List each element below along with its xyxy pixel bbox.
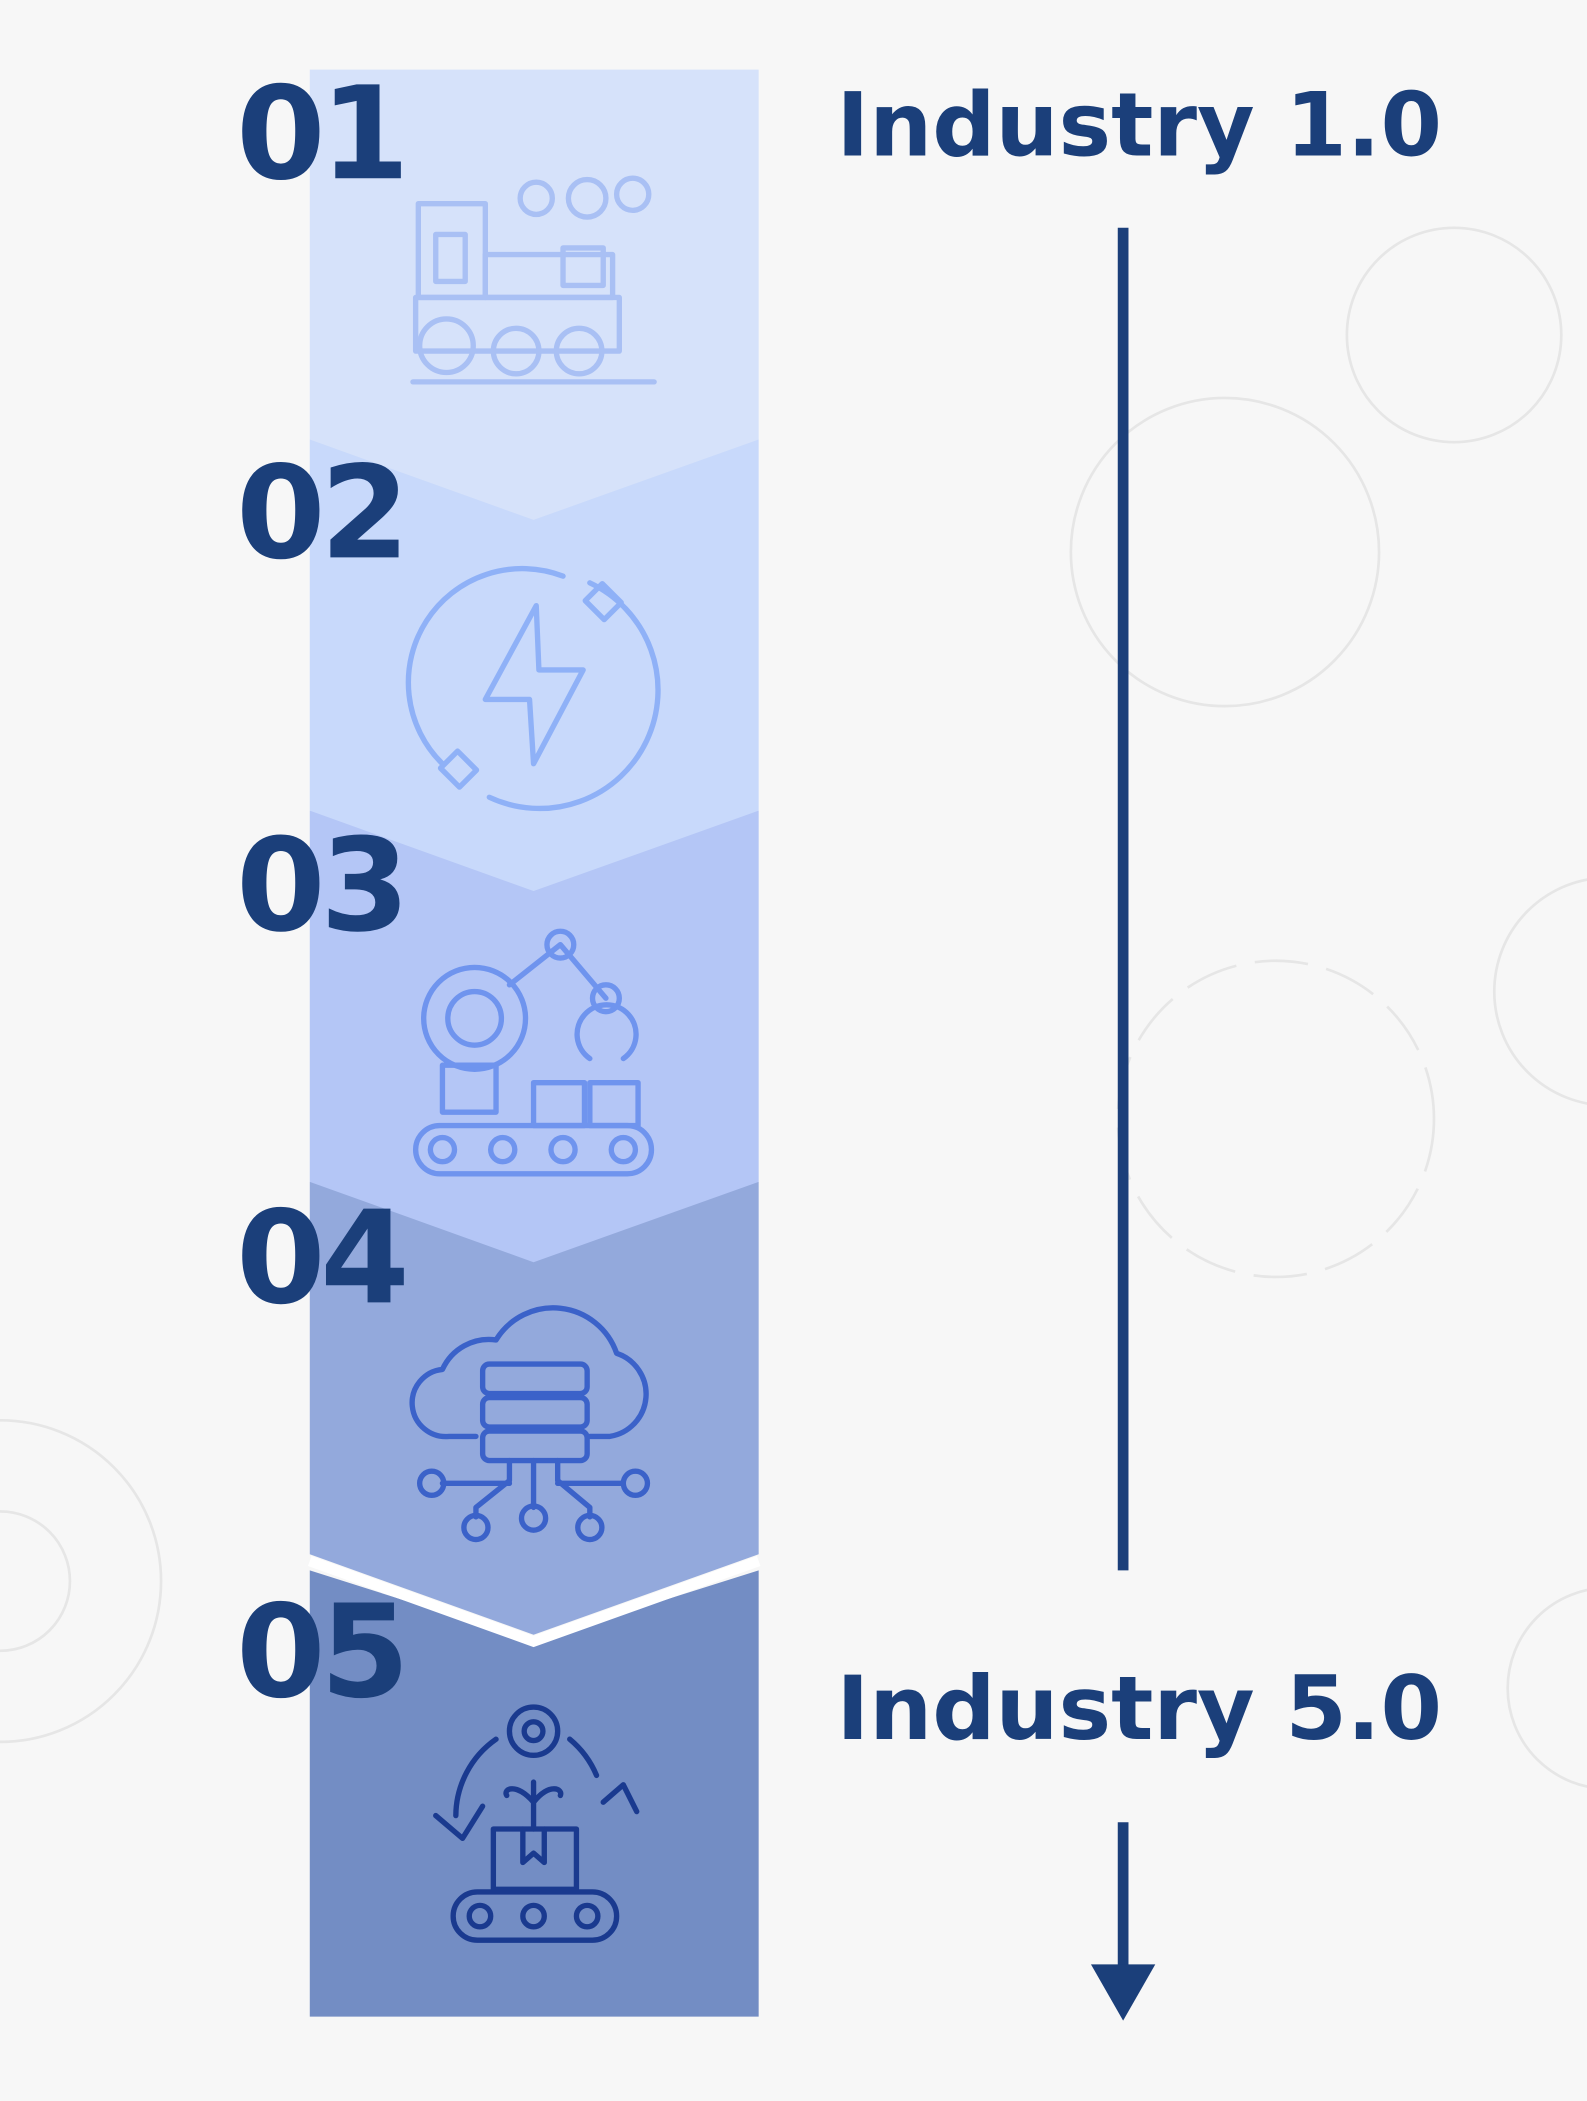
decor-gear: [1492, 878, 1587, 1105]
decor-gear: [0, 1510, 72, 1653]
cloud-server-icon: [409, 1305, 651, 1543]
step-number: 04: [236, 1184, 404, 1333]
decor-gear: [1069, 396, 1381, 708]
step-number: 02: [236, 439, 404, 588]
segment: [309, 439, 759, 892]
step-number: 03: [236, 812, 404, 961]
icons: [405, 175, 661, 1943]
train-icon: [410, 175, 657, 385]
timeline-arrow: [1090, 227, 1156, 2021]
step-number: 05: [236, 1578, 404, 1727]
decor-gear: [1506, 1588, 1587, 1788]
robot-arm-icon: [412, 928, 655, 1177]
end-label: Industry 5.0: [836, 1657, 1442, 1760]
segment: [309, 810, 759, 1263]
decor-gear: [0, 1419, 163, 1744]
step-numbers: 01 02 03 04 05: [236, 60, 410, 1727]
segment-divider: [307, 1555, 761, 1648]
sustainable-production-icon: [433, 1704, 640, 1943]
start-label: Industry 1.0: [836, 73, 1442, 176]
decor-gear: [1345, 226, 1563, 444]
background-decor: [0, 226, 1587, 1788]
decor-gear: [1116, 959, 1436, 1279]
electricity-icon: [405, 565, 661, 812]
segment: [309, 1181, 759, 1635]
segments: [307, 69, 761, 2017]
arrow-head: [1090, 1964, 1156, 2021]
step-number: 01: [236, 60, 404, 209]
